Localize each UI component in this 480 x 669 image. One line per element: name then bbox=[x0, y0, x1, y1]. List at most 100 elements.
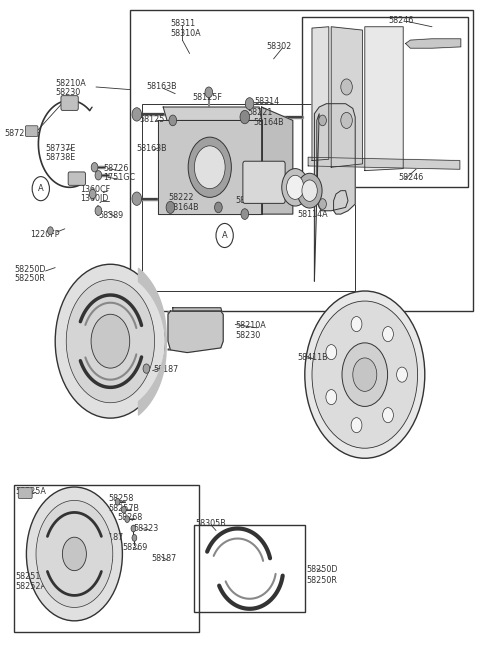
Text: 58305B: 58305B bbox=[196, 519, 227, 529]
Circle shape bbox=[66, 280, 155, 403]
Text: 58114A: 58114A bbox=[298, 209, 328, 219]
FancyBboxPatch shape bbox=[25, 126, 38, 136]
Circle shape bbox=[125, 516, 130, 522]
Polygon shape bbox=[331, 27, 362, 167]
Circle shape bbox=[319, 199, 326, 209]
Circle shape bbox=[132, 535, 137, 541]
Text: 58187: 58187 bbox=[154, 365, 179, 374]
Circle shape bbox=[312, 301, 418, 448]
Circle shape bbox=[166, 201, 175, 213]
Circle shape bbox=[169, 115, 177, 126]
Circle shape bbox=[297, 173, 322, 208]
Circle shape bbox=[396, 367, 408, 382]
Text: 58230: 58230 bbox=[55, 88, 81, 98]
Circle shape bbox=[48, 227, 53, 235]
Text: 58738E: 58738E bbox=[46, 153, 76, 163]
Text: 58246: 58246 bbox=[398, 173, 424, 182]
Text: 58323: 58323 bbox=[133, 524, 159, 533]
Circle shape bbox=[55, 264, 166, 418]
Text: 58187: 58187 bbox=[98, 533, 124, 543]
Circle shape bbox=[95, 206, 102, 215]
Text: 58314: 58314 bbox=[254, 97, 279, 106]
Circle shape bbox=[143, 364, 150, 373]
Polygon shape bbox=[308, 157, 460, 169]
Text: 58311: 58311 bbox=[170, 19, 195, 28]
Text: 58325A: 58325A bbox=[16, 487, 47, 496]
Text: 58323: 58323 bbox=[89, 555, 114, 565]
Polygon shape bbox=[314, 104, 355, 281]
Circle shape bbox=[89, 189, 96, 199]
Text: 1360CF: 1360CF bbox=[81, 185, 111, 194]
Text: 58163B: 58163B bbox=[137, 144, 168, 153]
Circle shape bbox=[205, 87, 213, 98]
Text: 58250D: 58250D bbox=[306, 565, 338, 575]
Circle shape bbox=[351, 417, 362, 433]
Circle shape bbox=[383, 326, 394, 342]
Text: 58113: 58113 bbox=[254, 167, 279, 177]
Circle shape bbox=[121, 506, 126, 513]
Circle shape bbox=[287, 175, 304, 199]
Text: 58230: 58230 bbox=[235, 331, 261, 341]
Circle shape bbox=[194, 146, 225, 189]
FancyBboxPatch shape bbox=[61, 96, 78, 110]
Polygon shape bbox=[262, 107, 293, 214]
Text: 58258: 58258 bbox=[108, 494, 133, 503]
Text: 58250R: 58250R bbox=[14, 274, 45, 284]
Circle shape bbox=[216, 223, 233, 248]
Circle shape bbox=[240, 110, 250, 124]
Polygon shape bbox=[163, 107, 262, 120]
Circle shape bbox=[326, 345, 336, 360]
Polygon shape bbox=[406, 39, 461, 48]
Circle shape bbox=[302, 180, 317, 201]
FancyBboxPatch shape bbox=[18, 488, 32, 498]
Circle shape bbox=[132, 192, 142, 205]
Text: 58257B: 58257B bbox=[108, 504, 139, 513]
Circle shape bbox=[115, 498, 120, 505]
Circle shape bbox=[351, 316, 362, 332]
Circle shape bbox=[383, 407, 394, 423]
Circle shape bbox=[305, 291, 425, 458]
Text: 58269: 58269 bbox=[122, 543, 148, 553]
Text: 58268: 58268 bbox=[118, 513, 143, 522]
FancyBboxPatch shape bbox=[68, 172, 85, 185]
Text: 58187: 58187 bbox=[151, 554, 177, 563]
Circle shape bbox=[188, 137, 231, 197]
Circle shape bbox=[282, 169, 309, 206]
Circle shape bbox=[91, 314, 130, 368]
Text: 58411B: 58411B bbox=[298, 353, 328, 363]
Text: 58726: 58726 bbox=[103, 164, 129, 173]
Circle shape bbox=[62, 537, 86, 571]
Text: 58251A: 58251A bbox=[16, 572, 47, 581]
Text: 1360JD: 1360JD bbox=[81, 194, 109, 203]
FancyBboxPatch shape bbox=[243, 161, 285, 203]
Circle shape bbox=[131, 525, 136, 532]
Circle shape bbox=[326, 389, 336, 405]
Polygon shape bbox=[312, 27, 329, 161]
Text: 58310A: 58310A bbox=[170, 29, 201, 38]
Text: 58221: 58221 bbox=[247, 108, 273, 117]
Circle shape bbox=[91, 163, 98, 172]
Text: 58164B: 58164B bbox=[253, 118, 284, 127]
Circle shape bbox=[245, 98, 254, 110]
Text: 58125: 58125 bbox=[139, 114, 165, 124]
Text: 58250D: 58250D bbox=[14, 265, 46, 274]
Text: 58246: 58246 bbox=[389, 15, 414, 25]
Text: 58222: 58222 bbox=[168, 193, 193, 202]
Text: 58727B: 58727B bbox=[5, 129, 36, 138]
Circle shape bbox=[95, 171, 102, 180]
Circle shape bbox=[36, 500, 113, 607]
Text: 58235C: 58235C bbox=[235, 196, 266, 205]
Circle shape bbox=[319, 115, 326, 126]
Polygon shape bbox=[173, 308, 222, 311]
Text: 1220FP: 1220FP bbox=[30, 229, 60, 239]
Text: 58252A: 58252A bbox=[16, 582, 47, 591]
Circle shape bbox=[132, 108, 142, 121]
Text: 58125F: 58125F bbox=[192, 92, 222, 102]
Circle shape bbox=[241, 209, 249, 219]
Polygon shape bbox=[158, 120, 262, 214]
Circle shape bbox=[342, 343, 388, 406]
Polygon shape bbox=[168, 311, 223, 353]
Text: 58210A: 58210A bbox=[55, 79, 86, 88]
Text: 58163B: 58163B bbox=[146, 82, 177, 92]
Circle shape bbox=[341, 112, 352, 128]
